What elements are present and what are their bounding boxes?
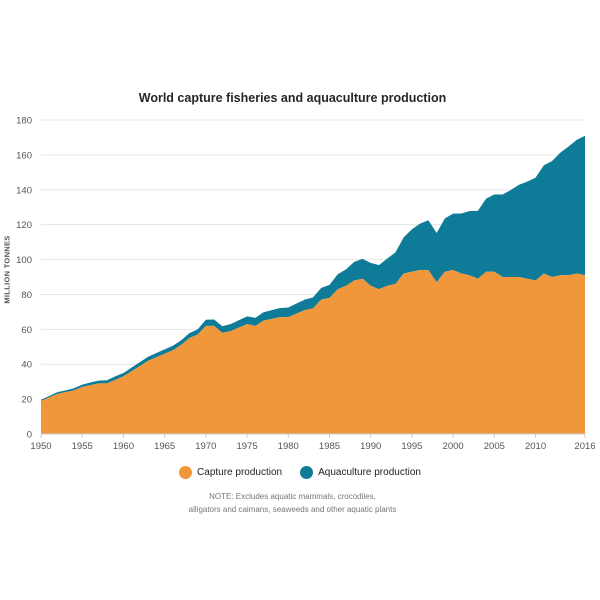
legend-item-capture: Capture production xyxy=(179,466,282,479)
y-tick-label-180: 180 xyxy=(16,116,32,127)
x-tick-label-1975: 1975 xyxy=(236,441,257,452)
x-tick-label-1955: 1955 xyxy=(72,441,93,452)
legend-swatch-aquaculture xyxy=(300,466,314,479)
y-tick-label-140: 140 xyxy=(16,185,32,196)
y-tick-label-80: 80 xyxy=(21,290,32,301)
note-line-1: NOTE: Excludes aquatic mammals, crocodil… xyxy=(209,492,376,501)
y-tick-label-160: 160 xyxy=(16,150,32,161)
x-tick-label-2010: 2010 xyxy=(525,441,546,452)
legend: Capture production Aquaculture productio… xyxy=(0,466,600,479)
chart-note: NOTE: Excludes aquatic mammals, crocodil… xyxy=(0,490,585,516)
series-area-capture xyxy=(41,270,585,434)
y-tick-label-20: 20 xyxy=(21,395,32,406)
legend-label-capture: Capture production xyxy=(197,467,283,478)
y-tick-label-60: 60 xyxy=(21,325,32,336)
x-tick-label-2005: 2005 xyxy=(484,441,505,452)
x-tick-label-1965: 1965 xyxy=(154,441,175,452)
x-tick-label-1960: 1960 xyxy=(113,441,134,452)
x-tick-label-1950: 1950 xyxy=(30,441,51,452)
legend-label-aquaculture: Aquaculture production xyxy=(318,467,421,478)
y-tick-label-120: 120 xyxy=(16,220,32,231)
note-line-2: alligators and caimans, seaweeds and oth… xyxy=(188,505,397,514)
chart-title: World capture fisheries and aquaculture … xyxy=(138,91,447,105)
x-tick-label-2000: 2000 xyxy=(443,441,464,452)
x-tick-label-1970: 1970 xyxy=(195,441,216,452)
y-tick-label-100: 100 xyxy=(16,255,32,266)
y-tick-label-0: 0 xyxy=(27,430,32,441)
series-area-aquaculture xyxy=(41,135,585,401)
x-tick-label-1995: 1995 xyxy=(401,441,422,452)
legend-swatch-capture xyxy=(179,466,193,479)
y-tick-label-40: 40 xyxy=(21,360,32,371)
legend-item-aquaculture: Aquaculture production xyxy=(300,466,421,479)
x-tick-label-1985: 1985 xyxy=(319,441,340,452)
x-tick-label-1980: 1980 xyxy=(278,441,299,452)
x-tick-label-1990: 1990 xyxy=(360,441,381,452)
x-tick-label-2016: 2016 xyxy=(574,441,595,452)
